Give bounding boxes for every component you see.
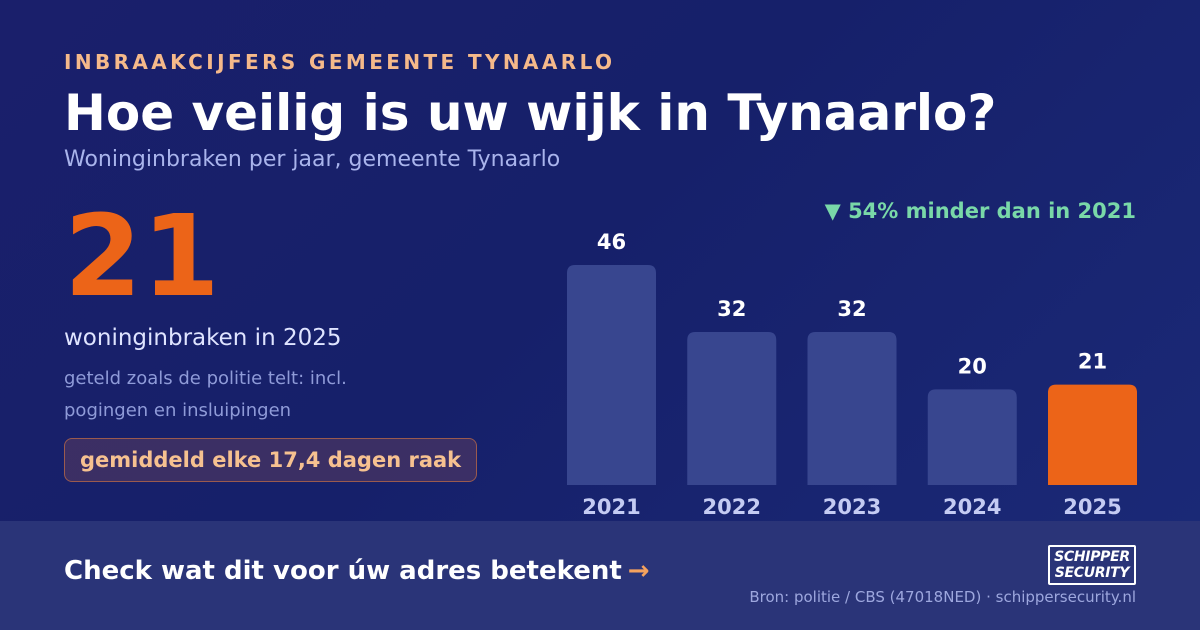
source-text: Bron: politie / CBS (47018NED) · schippe…	[749, 588, 1136, 606]
category-label: 2024	[943, 495, 1001, 519]
bar-value-label: 20	[958, 354, 987, 378]
page-subtitle: Woninginbraken per jaar, gemeente Tynaar…	[64, 147, 561, 172]
frequency-badge: gemiddeld elke 17,4 dagen raak	[64, 438, 478, 482]
bar-group-2021: 46 2021	[567, 230, 656, 519]
methodology-note: geteld zoals de politie telt: incl. pogi…	[64, 368, 347, 421]
highlight-caption: woninginbraken in 2025	[64, 325, 342, 351]
bar-value-label: 46	[597, 230, 626, 254]
page-title: Hoe veilig is uw wijk in Tynaarlo?	[64, 84, 997, 142]
brand-logo: SCHIPPER SECURITY	[1048, 545, 1136, 585]
category-label: 2022	[703, 495, 761, 519]
bar-group-2024: 20 2024	[927, 354, 1017, 519]
category-label: 2021	[582, 495, 640, 519]
footer-bar	[0, 521, 1200, 630]
bar-value-label: 32	[837, 297, 866, 321]
bar	[807, 331, 897, 485]
cta-link[interactable]: Check wat dit voor úw adres betekent →	[64, 556, 650, 586]
bar-group-2022: 32 2022	[687, 297, 777, 519]
bar-value-label: 21	[1078, 350, 1107, 374]
highlight-number: 21	[64, 192, 220, 322]
logo-text-bottom: SECURITY	[1054, 565, 1130, 581]
bar-group-2023: 32 2023	[807, 297, 897, 519]
bar-group-2025: 21 2025	[1048, 350, 1137, 519]
cta-label: Check wat dit voor úw adres betekent	[64, 556, 622, 586]
arrow-right-icon: →	[627, 556, 650, 586]
bar	[927, 389, 1017, 485]
bar	[1048, 384, 1137, 485]
change-indicator: ▼ 54% minder dan in 2021	[824, 199, 1136, 223]
category-label: 2025	[1063, 495, 1121, 519]
bar	[687, 331, 777, 485]
bar	[567, 265, 656, 485]
logo-text-top: SCHIPPER	[1054, 549, 1130, 565]
category-label: 2023	[823, 495, 881, 519]
eyebrow-label: INBRAAKCIJFERS GEMEENTE TYNAARLO	[64, 50, 616, 74]
bar-value-label: 32	[717, 297, 746, 321]
